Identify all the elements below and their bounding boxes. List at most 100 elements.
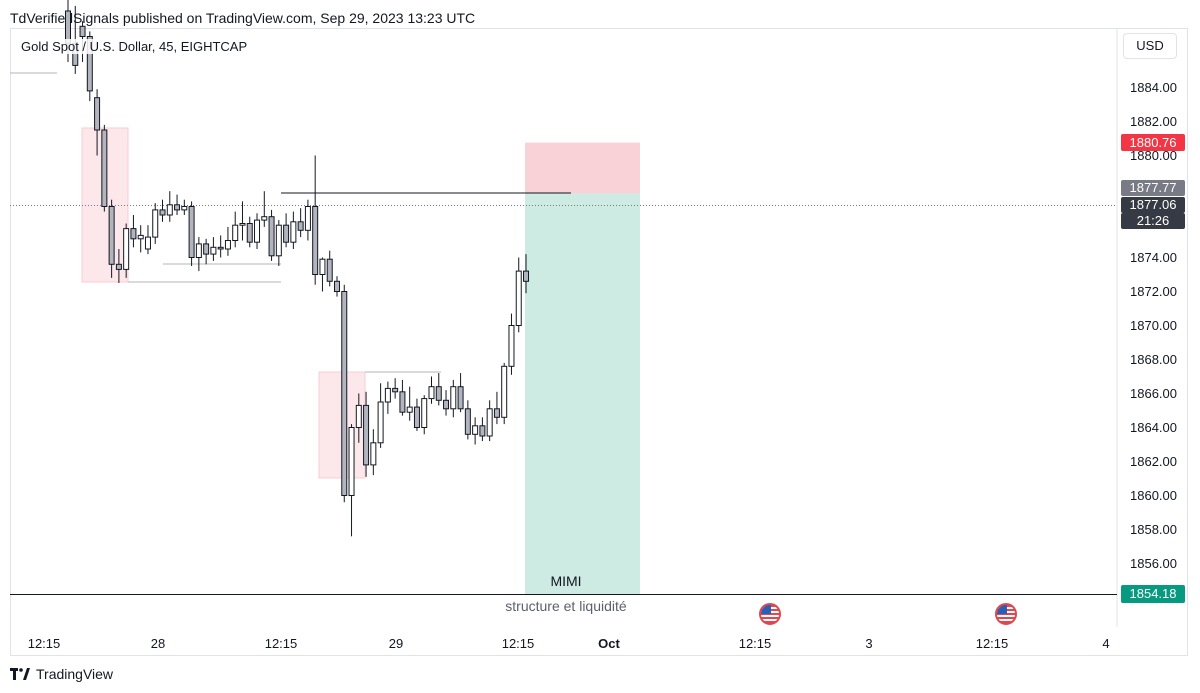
x-tick: 28 <box>150 636 166 651</box>
candle <box>130 215 137 248</box>
candle-body <box>443 399 450 410</box>
candle-body <box>108 206 115 265</box>
candle-body <box>123 228 130 270</box>
candle-body <box>79 25 86 37</box>
candle-body <box>472 425 479 435</box>
candle-body <box>515 270 522 327</box>
candle <box>472 417 479 445</box>
candle-body <box>304 206 311 231</box>
candle <box>283 213 290 248</box>
candle-body <box>195 243 202 258</box>
candle <box>290 211 297 249</box>
candle-body <box>232 224 239 241</box>
candle <box>428 376 435 404</box>
candle <box>217 235 224 258</box>
candle-body <box>115 263 122 270</box>
candle <box>174 194 181 215</box>
y-tick: 1866.00 <box>1130 386 1177 401</box>
reference-lines <box>10 72 1117 595</box>
candle-body <box>457 386 464 410</box>
candle <box>123 223 130 278</box>
candle <box>341 284 348 503</box>
candle-body <box>377 401 384 444</box>
candle <box>326 250 333 287</box>
y-tick: 1872.00 <box>1130 284 1177 299</box>
candle-body <box>326 258 333 282</box>
fvg-boxes <box>81 127 366 479</box>
candle <box>501 362 508 425</box>
candle-body <box>283 224 290 243</box>
candle-body <box>94 97 101 131</box>
candle-body <box>355 404 362 428</box>
candle-body <box>348 427 355 496</box>
candle <box>457 373 464 413</box>
footer-brand[interactable]: TradingView <box>10 666 113 682</box>
take-profit-zone <box>525 193 640 595</box>
candle-body <box>312 206 319 275</box>
candle-body <box>479 425 486 437</box>
candle <box>254 213 261 249</box>
candle <box>195 237 202 272</box>
candle-body <box>493 408 500 418</box>
bar-countdown-tag: 21:26 <box>1121 213 1185 229</box>
candle-body <box>239 223 246 226</box>
publisher-header: TdVerifiedSignals published on TradingVi… <box>10 10 476 26</box>
candle-body <box>464 408 471 435</box>
candle <box>239 201 246 241</box>
symbol-title[interactable]: Gold Spot / U.S. Dollar, 45, EIGHTCAP <box>19 39 250 54</box>
candle-body <box>224 240 231 250</box>
candle-body <box>486 408 493 437</box>
currency-button[interactable]: USD <box>1123 33 1177 59</box>
candle-body <box>392 387 399 393</box>
y-tick: 1882.00 <box>1130 114 1177 129</box>
candle <box>181 199 188 215</box>
candle <box>435 373 442 406</box>
candle <box>188 201 195 266</box>
candle <box>450 379 457 418</box>
us-event-flag-icon[interactable] <box>759 603 781 625</box>
x-tick: 12:15 <box>975 636 1009 651</box>
candle <box>523 254 530 294</box>
candle <box>152 203 159 244</box>
candle-body <box>435 386 442 401</box>
candle-body <box>268 216 275 257</box>
candle <box>363 391 370 477</box>
candles <box>65 0 530 537</box>
candle-body <box>130 228 137 240</box>
candle <box>355 393 362 443</box>
drawing-sublabel[interactable]: structure et liquidité <box>505 598 627 614</box>
candle <box>101 124 108 212</box>
x-tick: 29 <box>388 636 404 651</box>
candle-body <box>290 221 297 243</box>
y-tick: 1870.00 <box>1130 318 1177 333</box>
candle-body <box>246 223 253 243</box>
y-tick: 1874.00 <box>1130 250 1177 265</box>
drawing-label-mimi[interactable]: MIMI <box>550 573 582 589</box>
chart-frame <box>10 28 1188 656</box>
candle <box>399 379 406 416</box>
y-tick: 1862.00 <box>1130 454 1177 469</box>
candle-body <box>333 280 340 292</box>
candle-body <box>399 391 406 413</box>
y-tick: 1864.00 <box>1130 420 1177 435</box>
candle <box>115 249 122 283</box>
footer-brand-label: TradingView <box>36 666 114 682</box>
candle-body <box>210 246 217 255</box>
position-zones[interactable] <box>525 142 640 595</box>
x-tick: 3 <box>865 636 873 651</box>
us-event-flag-icon[interactable] <box>995 603 1017 625</box>
candle <box>384 381 391 414</box>
candle <box>261 191 268 227</box>
candle-body <box>297 221 304 231</box>
candle-body <box>261 216 268 221</box>
candle <box>275 220 282 266</box>
candle <box>464 400 471 440</box>
candle-body <box>217 246 224 250</box>
x-tick: 12:15 <box>501 636 535 651</box>
candle <box>94 89 101 156</box>
candle-body <box>523 270 530 282</box>
candle-body <box>275 224 282 257</box>
candle-body <box>181 206 188 211</box>
candle-body <box>203 243 210 255</box>
